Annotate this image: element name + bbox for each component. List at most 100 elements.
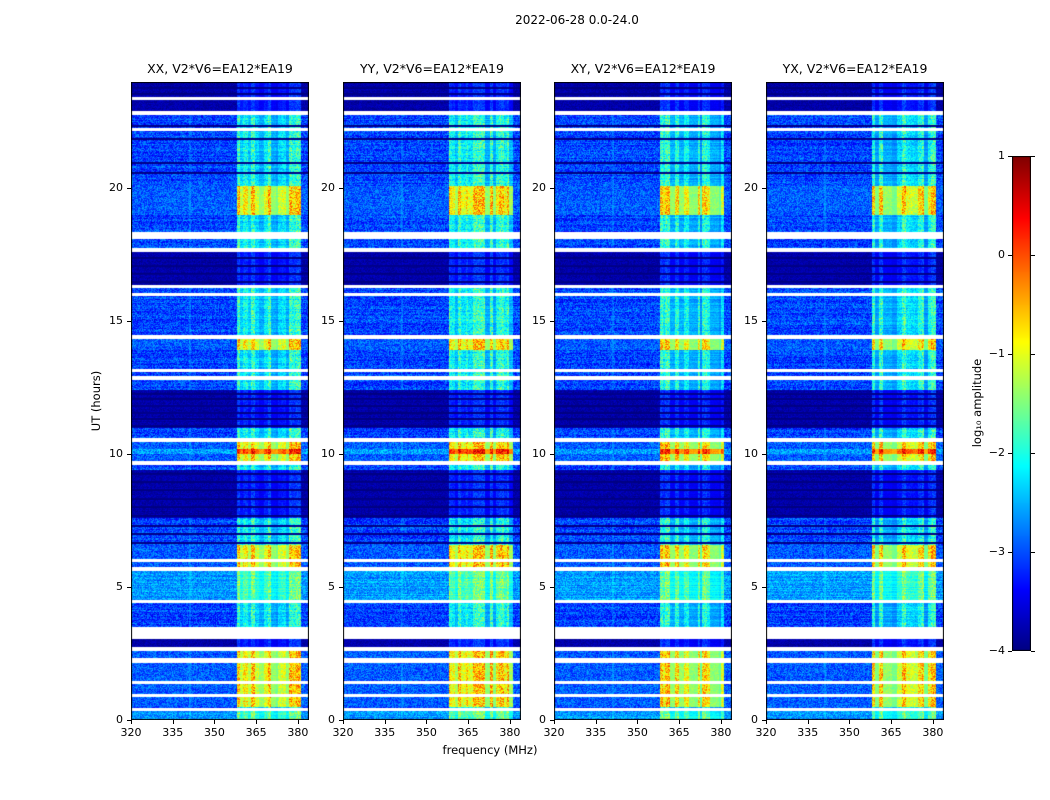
x-tick-mark: [214, 720, 216, 724]
x-tick-label: 320: [332, 726, 354, 739]
panel-title-yy: YY, V2*V6=EA12*EA19: [360, 61, 504, 76]
colorbar-tick-mark: [1031, 156, 1035, 157]
y-tick-mark: [762, 321, 766, 323]
spectrogram-canvas-yy: [343, 82, 521, 720]
y-tick-label: 0: [116, 713, 123, 726]
colorbar-tick-label: −1: [988, 347, 1005, 360]
x-tick-label: 320: [755, 726, 777, 739]
colorbar-label: log₁₀ amplitude: [970, 358, 984, 448]
y-tick-mark: [127, 454, 131, 456]
y-tick-label: 10: [744, 447, 758, 461]
x-tick-label: 335: [797, 726, 819, 739]
x-tick-label: 380: [710, 726, 732, 739]
x-tick-label: 380: [499, 726, 521, 739]
y-tick-mark: [762, 587, 766, 589]
x-tick-mark: [891, 720, 893, 724]
x-tick-label: 320: [120, 726, 142, 739]
colorbar-tick-label: −3: [988, 545, 1005, 558]
x-tick-mark: [343, 720, 344, 724]
y-tick-mark: [762, 454, 766, 456]
y-tick-label: 0: [751, 713, 758, 726]
x-tick-label: 365: [245, 726, 267, 739]
spectrogram-canvas-yx: [766, 82, 944, 720]
x-tick-mark: [932, 720, 934, 724]
y-tick-mark: [762, 188, 766, 190]
y-tick-label: 5: [751, 580, 758, 594]
colorbar: [1012, 156, 1031, 651]
y-tick-label: 20: [532, 181, 546, 195]
x-tick-mark: [637, 720, 639, 724]
x-tick-mark: [679, 720, 681, 724]
y-tick-label: 15: [321, 314, 335, 328]
x-tick-mark: [172, 720, 174, 724]
x-tick-label: 350: [203, 726, 225, 739]
y-tick-mark: [339, 454, 343, 456]
x-tick-mark: [297, 720, 299, 724]
x-tick-mark: [426, 720, 428, 724]
colorbar-tick-mark: [1031, 651, 1035, 652]
y-tick-mark: [550, 188, 554, 190]
x-tick-mark: [766, 720, 767, 724]
y-tick-mark: [550, 587, 554, 589]
colorbar-tick-mark: [1008, 156, 1012, 157]
x-tick-label: 350: [838, 726, 860, 739]
colorbar-tick-mark: [1031, 255, 1035, 256]
y-tick-mark: [339, 321, 343, 323]
x-tick-label: 335: [162, 726, 184, 739]
y-tick-mark: [127, 587, 131, 589]
colorbar-tick-mark: [1031, 354, 1035, 355]
x-tick-label: 350: [415, 726, 437, 739]
y-tick-label: 10: [321, 447, 335, 461]
y-axis-label: UT (hours): [89, 370, 103, 432]
x-tick-label: 365: [668, 726, 690, 739]
x-tick-label: 335: [585, 726, 607, 739]
x-tick-mark: [554, 720, 555, 724]
y-tick-label: 5: [328, 580, 335, 594]
x-tick-mark: [384, 720, 386, 724]
x-tick-label: 335: [374, 726, 396, 739]
y-tick-label: 5: [539, 580, 546, 594]
x-tick-mark: [468, 720, 470, 724]
x-tick-label: 350: [626, 726, 648, 739]
colorbar-tick-mark: [1008, 354, 1012, 355]
y-tick-mark: [127, 188, 131, 190]
x-tick-mark: [807, 720, 809, 724]
x-tick-label: 380: [922, 726, 944, 739]
colorbar-tick-label: −2: [988, 446, 1005, 459]
x-tick-mark: [720, 720, 722, 724]
colorbar-tick-label: 1: [998, 149, 1005, 162]
y-tick-mark: [127, 720, 131, 721]
colorbar-tick-mark: [1008, 255, 1012, 256]
colorbar-tick-mark: [1031, 453, 1035, 454]
panel-title-xy: XY, V2*V6=EA12*EA19: [570, 61, 716, 76]
y-tick-label: 15: [532, 314, 546, 328]
y-tick-mark: [550, 454, 554, 456]
x-tick-label: 365: [457, 726, 479, 739]
x-tick-mark: [256, 720, 258, 724]
y-tick-mark: [339, 188, 343, 190]
y-tick-label: 0: [539, 713, 546, 726]
colorbar-tick-mark: [1008, 651, 1012, 652]
x-tick-label: 320: [543, 726, 565, 739]
colorbar-tick-mark: [1031, 552, 1035, 553]
x-tick-mark: [595, 720, 597, 724]
y-tick-label: 10: [109, 447, 123, 461]
y-tick-label: 20: [744, 181, 758, 195]
y-tick-label: 15: [744, 314, 758, 328]
y-tick-mark: [550, 720, 554, 721]
colorbar-tick-mark: [1008, 453, 1012, 454]
panel-title-xx: XX, V2*V6=EA12*EA19: [147, 61, 293, 76]
colorbar-tick-label: 0: [998, 248, 1005, 261]
y-tick-mark: [339, 720, 343, 721]
y-tick-mark: [339, 587, 343, 589]
y-tick-label: 5: [116, 580, 123, 594]
y-tick-label: 20: [109, 181, 123, 195]
y-tick-mark: [762, 720, 766, 721]
y-tick-label: 15: [109, 314, 123, 328]
panel-title-yx: YX, V2*V6=EA12*EA19: [782, 61, 928, 76]
x-tick-mark: [849, 720, 851, 724]
colorbar-tick-mark: [1008, 552, 1012, 553]
x-tick-mark: [509, 720, 511, 724]
x-axis-label: frequency (MHz): [442, 743, 538, 757]
